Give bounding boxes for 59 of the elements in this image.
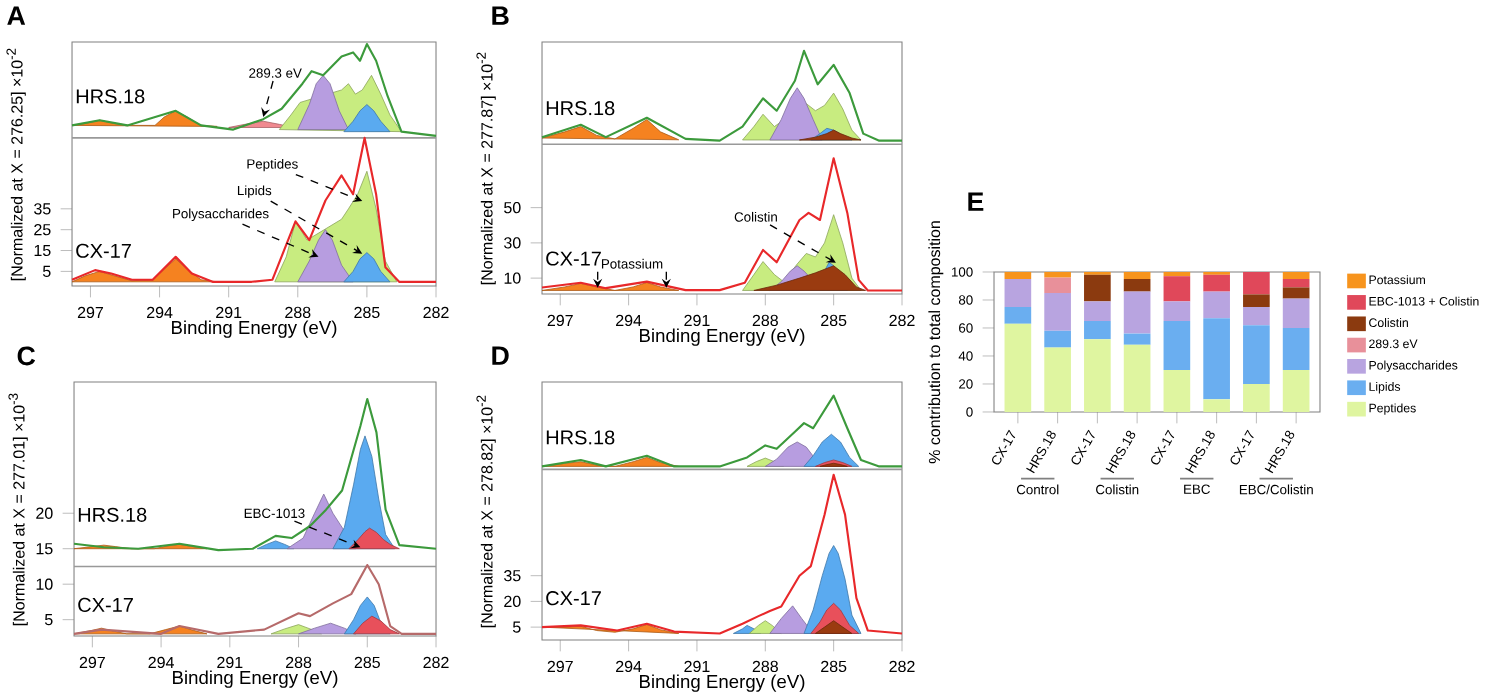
y-tick-label: 35 — [504, 570, 521, 582]
y-axis-title: % contribution to total composition — [928, 221, 944, 464]
y-tick-label: 30 — [504, 237, 521, 249]
series-label: HRS.18 — [78, 507, 147, 522]
chart-title: D — [492, 346, 509, 365]
x-tick-label: 291 — [217, 656, 243, 669]
x-tick-label: 297 — [77, 306, 104, 319]
x-axis-title: Binding Energy (eV) — [640, 674, 805, 692]
y-tick-label: 5 — [42, 265, 51, 277]
x-tick-label: 294 — [147, 306, 173, 319]
x-tick-label: 282 — [423, 306, 449, 319]
chart-title: A — [7, 6, 26, 25]
x-tick-label: 285 — [354, 656, 380, 669]
y-tick-label: 15 — [34, 244, 51, 257]
y-tick-label: 5 — [512, 621, 521, 633]
y-tick-label: 5 — [44, 614, 53, 626]
x-tick-label: 291 — [684, 314, 710, 327]
y-tick-label: 10 — [36, 578, 53, 590]
y-axis-title: [Normalized at X = 278.82] ×10$^{-2}$ — [476, 395, 496, 628]
x-tick-label: 294 — [616, 660, 642, 673]
series-label: CX-17 — [78, 597, 133, 612]
x-tick-label: 288 — [286, 656, 312, 669]
x-tick-label: 285 — [821, 660, 847, 673]
y-axis-title: [Normalized at X = 277.01] ×10$^{-3}$ — [8, 393, 28, 626]
x-tick-label: 297 — [547, 660, 573, 673]
x-tick-label: 285 — [354, 306, 380, 319]
series-label: CX-17 — [76, 243, 131, 258]
x-tick-label: 294 — [148, 656, 174, 669]
y-tick-label: 35 — [34, 203, 51, 215]
x-tick-label: 291 — [684, 660, 710, 673]
series-label: CX-17 — [546, 251, 601, 266]
chart-title: E — [968, 192, 984, 211]
x-tick-label: 297 — [547, 314, 573, 327]
series-label: CX-17 — [546, 591, 601, 606]
y-tick-label: 25 — [34, 224, 51, 236]
x-tick-label: 288 — [285, 306, 311, 319]
y-tick-label: 20 — [504, 595, 521, 608]
y-tick-label: 50 — [504, 201, 521, 214]
x-tick-label: 288 — [752, 314, 778, 327]
y-axis-title: [Normalized at X = 276.25] ×10$^{-2}$ — [6, 48, 26, 281]
x-tick-label: 294 — [616, 314, 642, 327]
series-label: HRS.18 — [546, 101, 615, 116]
series-label: HRS.18 — [76, 89, 145, 104]
x-tick-label: 282 — [889, 314, 915, 327]
x-tick-label: 282 — [889, 660, 915, 673]
x-axis-title: Binding Energy (eV) — [173, 670, 338, 688]
y-axis-title: [Normalized at X = 277.87] ×10$^{-2}$ — [476, 52, 496, 285]
x-axis-title: Binding Energy (eV) — [172, 320, 337, 338]
x-tick-label: 285 — [821, 314, 847, 327]
chart-title: C — [17, 346, 36, 366]
chart-title: B — [492, 6, 509, 25]
y-tick-label: 15 — [36, 543, 53, 555]
x-tick-label: 282 — [423, 656, 449, 669]
x-tick-label: 297 — [79, 656, 105, 669]
x-tick-label: 291 — [216, 306, 242, 319]
x-tick-label: 288 — [752, 660, 778, 673]
y-tick-label: 10 — [504, 272, 521, 284]
y-tick-label: 20 — [36, 507, 53, 519]
x-axis-title: Binding Energy (eV) — [640, 328, 805, 346]
